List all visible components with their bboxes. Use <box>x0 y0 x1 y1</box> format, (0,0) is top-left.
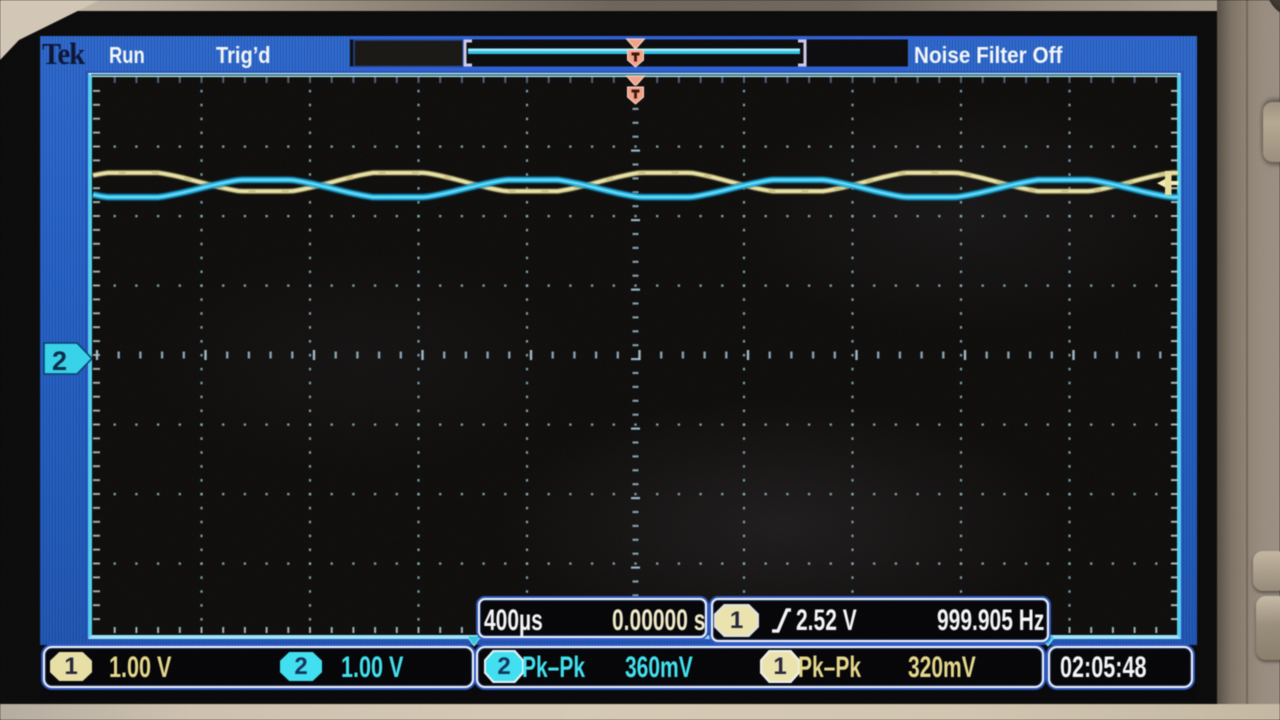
svg-text:2: 2 <box>52 346 67 376</box>
